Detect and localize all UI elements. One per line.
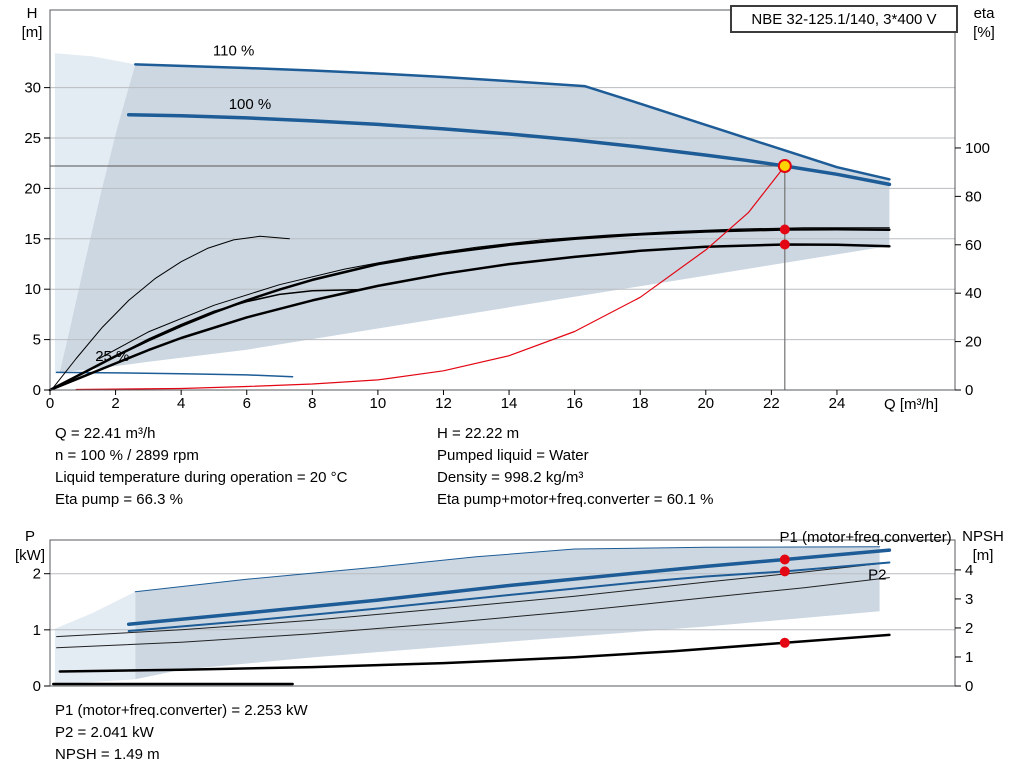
npsh-axis-label: NPSH xyxy=(962,528,1004,545)
y-right-tick-label: 0 xyxy=(965,678,973,695)
curve-h-110 xyxy=(134,63,891,181)
power-npsh-chart-frame xyxy=(49,539,956,687)
h-axis-title: H [m] xyxy=(14,4,50,42)
npsh-axis-title: NPSH [m] xyxy=(953,527,1013,565)
pump-title: NBE 32-125.1/140, 3*400 V xyxy=(751,10,937,28)
x-tick-label: 20 xyxy=(697,395,714,412)
result-line: Pumped liquid = Water xyxy=(437,447,589,464)
y-left-tick-label: 25 xyxy=(24,130,41,147)
y-right-tick-label: 20 xyxy=(965,334,982,351)
x-tick-label: 12 xyxy=(435,395,452,412)
result-line: Eta pump = 66.3 % xyxy=(55,491,183,508)
result-line: Eta pump+motor+freq.converter = 60.1 % xyxy=(437,491,714,508)
x-tick-label: 22 xyxy=(763,395,780,412)
operating-envelope xyxy=(135,546,880,680)
y-right-tick-label: 80 xyxy=(965,188,982,205)
duty-point[interactable] xyxy=(777,159,792,173)
npsh-axis-unit: [m] xyxy=(972,547,994,564)
result-line: NPSH = 1.49 m xyxy=(55,746,160,763)
hq-eta-chart: 0 2 4 6 8 10 12 14 16 18 20 22 240510152025300204060… xyxy=(24,9,990,412)
curve-npsh xyxy=(58,633,891,673)
y-right-tick-label: 3 xyxy=(965,591,973,608)
result-block-left: Q = 22.41 m³/h n = 100 % / 2899 rpm Liqu… xyxy=(55,423,347,511)
eta-axis-label: eta xyxy=(973,5,995,22)
marker-p1 xyxy=(779,554,790,565)
y-right-tick-label: 1 xyxy=(965,649,973,666)
eta-axis-unit: [%] xyxy=(973,24,995,41)
curve-eta-total xyxy=(48,243,891,392)
y-right-tick-label: 4 xyxy=(965,562,973,579)
curve-p-max xyxy=(134,546,881,593)
power-npsh-chart: 0 1 2 0 1 2 3 4 P1 (motor+freq.converter) P2 xyxy=(33,529,974,695)
hq-eta-chart-frame xyxy=(49,9,956,391)
marker-npsh xyxy=(779,637,790,648)
x-tick-label: 6 xyxy=(243,395,251,412)
y-left-tick-label: 1 xyxy=(33,622,41,639)
y-left-tick-label: 5 xyxy=(33,332,41,349)
x-tick-label: 18 xyxy=(632,395,649,412)
pump-title-box: NBE 32-125.1/140, 3*400 V xyxy=(730,5,958,33)
x-tick-label: 4 xyxy=(177,395,185,412)
y-left-tick-label: 10 xyxy=(24,281,41,298)
y-right-tick-label: 100 xyxy=(965,140,990,157)
curve-p1 xyxy=(126,548,892,626)
p-axis-unit: [kW] xyxy=(15,547,45,564)
eta-axis-title: eta [%] xyxy=(962,4,1006,42)
speed-envelope-light xyxy=(54,591,136,685)
x-tick-label: 10 xyxy=(370,395,387,412)
result-line: P2 = 2.041 kW xyxy=(55,724,154,741)
y-right-tick-label: 60 xyxy=(965,237,982,254)
y-left-tick-label: 20 xyxy=(24,180,41,197)
result-line: Density = 998.2 kg/m³ xyxy=(437,469,584,486)
curve-h-25 xyxy=(55,371,294,378)
result-line: Liquid temperature during operation = 20… xyxy=(55,469,348,486)
y-left-tick-label: 15 xyxy=(24,231,41,248)
q-axis-title: Q [m³/h] xyxy=(884,396,939,413)
y-left-tick-label: 0 xyxy=(33,678,41,695)
label-speed-110: 110 % xyxy=(213,42,254,59)
marker-eta-pump xyxy=(779,224,790,235)
y-left-tick-label: 30 xyxy=(24,80,41,97)
y-right-tick-label: 0 xyxy=(965,382,973,399)
y-right-tick-label: 2 xyxy=(965,620,973,637)
result-block-bottom: P1 (motor+freq.converter) = 2.253 kW P2 … xyxy=(55,700,308,766)
curve-eta-aux xyxy=(98,227,890,359)
x-tick-label: 0 xyxy=(46,395,54,412)
x-tick-label: 2 xyxy=(111,395,119,412)
y-left-tick-label: 0 xyxy=(33,382,41,399)
curve-duty-affinity xyxy=(75,165,786,391)
curve-p-aux2 xyxy=(56,577,890,649)
h-axis-unit: [m] xyxy=(21,24,43,41)
x-tick-label: 8 xyxy=(308,395,316,412)
marker-p2 xyxy=(779,566,790,577)
x-tick-label: 16 xyxy=(566,395,583,412)
curve-p2 xyxy=(127,561,891,632)
speed-envelope-light xyxy=(54,53,136,374)
y-right-tick-label: 40 xyxy=(965,285,982,302)
label-speed-25: 25 % xyxy=(95,348,129,365)
p-axis-label: P xyxy=(24,528,35,545)
label-p2: P2 xyxy=(868,566,886,583)
p-axis-title: P [kW] xyxy=(8,527,52,565)
result-line: H = 22.22 m xyxy=(437,425,520,442)
label-speed-100: 100 % xyxy=(229,96,272,113)
x-tick-label: 14 xyxy=(501,395,518,412)
marker-eta-total xyxy=(779,239,790,250)
operating-envelope xyxy=(59,64,890,372)
result-block-right: H = 22.22 m Pumped liquid = Water Densit… xyxy=(437,423,713,511)
x-tick-label: 24 xyxy=(829,395,846,412)
curve-eta-25-speed xyxy=(52,235,290,389)
result-line: P1 (motor+freq.converter) = 2.253 kW xyxy=(55,702,308,719)
h-axis-label: H xyxy=(26,5,38,22)
y-left-tick-label: 2 xyxy=(33,566,41,583)
curve-eta-pump xyxy=(48,228,891,392)
result-line: Q = 22.41 m³/h xyxy=(55,425,156,442)
result-line: n = 100 % / 2899 rpm xyxy=(55,447,199,464)
label-p1: P1 (motor+freq.converter) xyxy=(780,529,952,546)
